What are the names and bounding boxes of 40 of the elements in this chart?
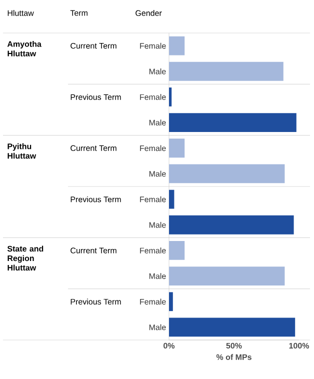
- x-tick-label: 50%: [226, 342, 242, 349]
- y-tick-label: Male: [149, 68, 166, 74]
- y-tick-label: Female: [140, 196, 166, 202]
- bar: [169, 241, 185, 260]
- bar: [169, 113, 296, 132]
- x-tick-label: 0%: [164, 342, 175, 349]
- bar: [169, 88, 172, 106]
- y-tick-label: Female: [140, 248, 166, 254]
- text: Current Term: [70, 248, 116, 254]
- x-tick-label: 100%: [289, 342, 310, 349]
- text: Amyotha Hluttaw: [7, 40, 42, 56]
- y-tick-label: Male: [149, 273, 166, 279]
- bar: [169, 266, 285, 286]
- text: Previous Term: [70, 196, 121, 202]
- text: Current Term: [70, 42, 116, 49]
- y-tick-label: Male: [149, 170, 166, 177]
- y-tick-label: Male: [149, 324, 166, 330]
- bar: [169, 62, 284, 81]
- bar: [169, 36, 185, 56]
- y-tick-label: Male: [149, 222, 166, 228]
- text: Previous Term: [70, 298, 121, 305]
- bar: [169, 190, 174, 209]
- x-axis-title: % of MPs: [216, 354, 252, 360]
- y-tick-label: Female: [140, 298, 166, 305]
- y-tick-label: Male: [149, 120, 166, 126]
- text: Previous Term: [70, 94, 121, 100]
- y-tick-label: Female: [140, 94, 166, 100]
- bar: [169, 215, 294, 234]
- text: Pyithu Hluttaw: [8, 143, 36, 159]
- bar: [169, 318, 296, 337]
- text: State and Region Hluttaw: [7, 246, 44, 271]
- text: Current Term: [70, 145, 116, 151]
- text: Term: [70, 10, 88, 16]
- text: Hluttaw: [8, 10, 34, 16]
- bar: [169, 138, 185, 158]
- text: Gender: [136, 10, 162, 16]
- bar: [169, 292, 173, 312]
- bar: [169, 164, 285, 184]
- y-tick-label: Female: [140, 42, 166, 49]
- y-tick-label: Female: [140, 145, 166, 152]
